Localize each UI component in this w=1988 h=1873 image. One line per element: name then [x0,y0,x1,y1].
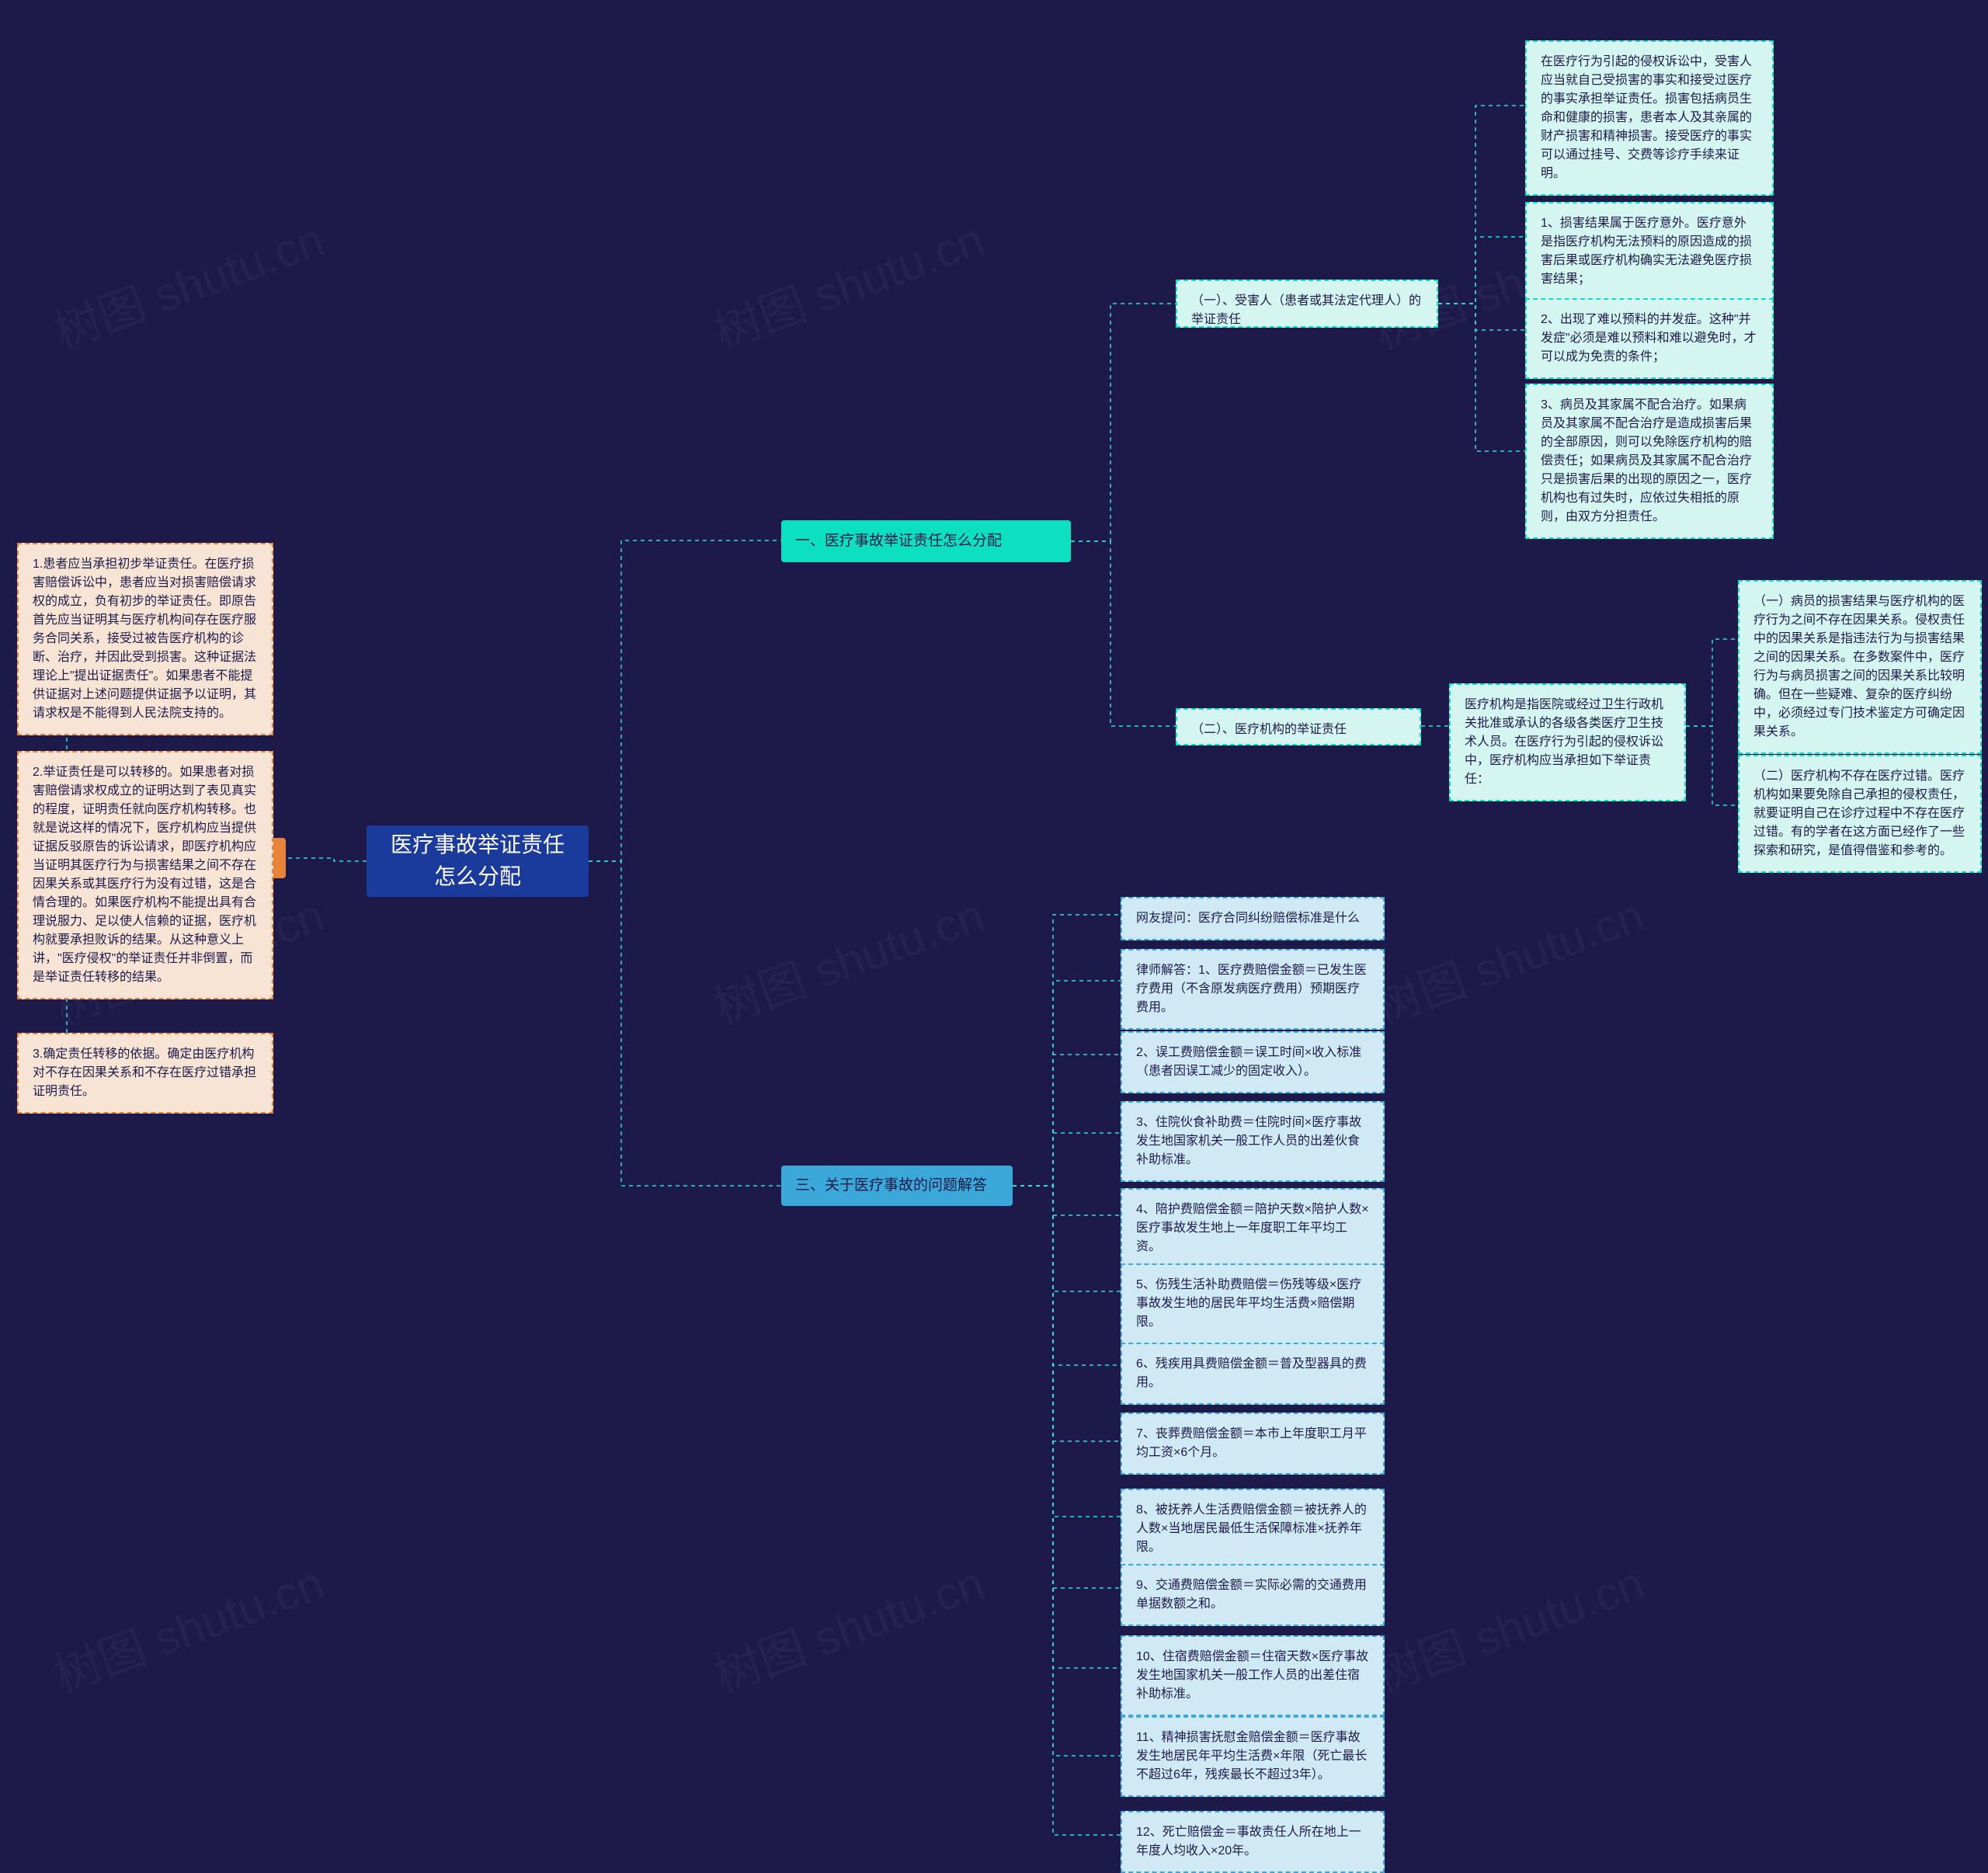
branch-1-child-1[interactable]: （一）、受害人（患者或其法定代理人）的举证责任 [1176,280,1438,328]
leaf-text: 律师解答：1、医疗费赔偿金额＝已发生医疗费用（不含原发病医疗费用）预期医疗费用。 [1136,961,1369,1017]
watermark: 树图 shutu.cn [1364,1545,1652,1705]
leaf-text: 3、病员及其家属不配合治疗。如果病员及其家属不配合治疗是造成损害后果的全部原因，… [1541,396,1758,526]
branch-1-child-1-leaf-2: 2、出现了难以预料的并发症。这种"并发症"必须是难以预料和难以避免时，才可以成为… [1525,298,1774,379]
branch-3-leaf-12: 12、死亡赔偿金＝事故责任人所在地上一年度人均收入×20年。 [1121,1811,1385,1873]
leaf-text: 医疗机构是指医院或经过卫生行政机关批准或承认的各级各类医疗卫生技术人员。在医疗行… [1465,696,1670,789]
leaf-text: 3.确定责任转移的依据。确定由医疗机构对不存在因果关系和不存在医疗过错承担证明责… [33,1045,258,1101]
branch-1-child-1-leaf-3: 3、病员及其家属不配合治疗。如果病员及其家属不配合治疗是造成损害后果的全部原因，… [1525,384,1774,539]
branch-1-child-2[interactable]: （二）、医疗机构的举证责任 [1176,708,1421,745]
branch-3-leaf-0: 网友提问：医疗合同纠纷赔偿标准是什么 [1121,897,1385,940]
branch-3-leaf-2: 2、误工费赔偿金额＝误工时间×收入标准（患者因误工减少的固定收入）。 [1121,1031,1385,1093]
leaf-text: 1.患者应当承担初步举证责任。在医疗损害赔偿诉讼中，患者应当对损害赔偿请求权的成… [33,555,258,723]
leaf-text: 网友提问：医疗合同纠纷赔偿标准是什么 [1136,909,1360,928]
branch-2-leaf-0: 1.患者应当承担初步举证责任。在医疗损害赔偿诉讼中，患者应当对损害赔偿请求权的成… [17,543,273,735]
branch-3-leaf-3: 3、住院伙食补助费＝住院时间×医疗事故发生地国家机关一般工作人员的出差伙食补助标… [1121,1101,1385,1182]
leaf-text: 1、损害结果属于医疗意外。医疗意外是指医疗机构无法预料的原因造成的损害后果或医疗… [1541,214,1758,289]
watermark: 树图 shutu.cn [43,1545,332,1705]
branch-3-leaf-7: 7、丧葬费赔偿金额＝本市上年度职工月平均工资×6个月。 [1121,1413,1385,1475]
branch-2-leaf-2: 3.确定责任转移的依据。确定由医疗机构对不存在因果关系和不存在医疗过错承担证明责… [17,1033,273,1114]
leaf-text: 在医疗行为引起的侵权诉讼中，受害人应当就自己受损害的事实和接受过医疗的事实承担举… [1541,53,1758,183]
branch-3[interactable]: 三、关于医疗事故的问题解答 [781,1166,1013,1206]
branch-1-child-2-label: （二）、医疗机构的举证责任 [1191,721,1347,739]
leaf-text: 10、住宿费赔偿金额＝住宿天数×医疗事故发生地国家机关一般工作人员的出差住宿补助… [1136,1648,1369,1704]
branch-1-child-1-leaf-0: 在医疗行为引起的侵权诉讼中，受害人应当就自己受损害的事实和接受过医疗的事实承担举… [1525,40,1774,196]
leaf-text: 3、住院伙食补助费＝住院时间×医疗事故发生地国家机关一般工作人员的出差伙食补助标… [1136,1114,1369,1169]
leaf-text: 7、丧葬费赔偿金额＝本市上年度职工月平均工资×6个月。 [1136,1425,1369,1462]
leaf-text: 2、误工费赔偿金额＝误工时间×收入标准（患者因误工减少的固定收入）。 [1136,1044,1369,1081]
leaf-text: 6、残疾用具费赔偿金额＝普及型器具的费用。 [1136,1355,1369,1392]
watermark: 树图 shutu.cn [704,877,992,1037]
leaf-text: 8、被抚养人生活费赔偿金额＝被抚养人的人数×当地居民最低生活保障标准×抚养年限。 [1136,1501,1369,1557]
watermark: 树图 shutu.cn [704,1545,992,1705]
branch-3-leaf-10: 10、住宿费赔偿金额＝住宿天数×医疗事故发生地国家机关一般工作人员的出差住宿补助… [1121,1635,1385,1716]
branch-3-leaf-6: 6、残疾用具费赔偿金额＝普及型器具的费用。 [1121,1343,1385,1405]
leaf-text: 9、交通费赔偿金额＝实际必需的交通费用单据数额之和。 [1136,1576,1369,1614]
leaf-text: 2.举证责任是可以转移的。如果患者对损害赔偿请求权成立的证明达到了表见真实的程度… [33,763,258,987]
branch-3-leaf-9: 9、交通费赔偿金额＝实际必需的交通费用单据数额之和。 [1121,1564,1385,1626]
watermark: 树图 shutu.cn [43,202,332,362]
root-label: 医疗事故举证责任怎么分配 [381,829,575,892]
watermark: 树图 shutu.cn [1364,877,1652,1037]
branch-3-label: 三、关于医疗事故的问题解答 [795,1175,987,1197]
leaf-text: （二）医疗机构不存在医疗过错。医疗机构如果要免除自己承担的侵权责任，就要证明自己… [1753,767,1966,860]
branch-1[interactable]: 一、医疗事故举证责任怎么分配 [781,520,1071,562]
branch-3-leaf-8: 8、被抚养人生活费赔偿金额＝被抚养人的人数×当地居民最低生活保障标准×抚养年限。 [1121,1489,1385,1569]
branch-1-child-2-leaf-1: （二）医疗机构不存在医疗过错。医疗机构如果要免除自己承担的侵权责任，就要证明自己… [1738,755,1982,873]
leaf-text: 12、死亡赔偿金＝事故责任人所在地上一年度人均收入×20年。 [1136,1823,1369,1861]
branch-1-child-1-label: （一）、受害人（患者或其法定代理人）的举证责任 [1191,292,1423,329]
branch-3-leaf-1: 律师解答：1、医疗费赔偿金额＝已发生医疗费用（不含原发病医疗费用）预期医疗费用。 [1121,949,1385,1030]
branch-3-leaf-4: 4、陪护费赔偿金额＝陪护天数×陪护人数×医疗事故发生地上一年度职工年平均工资。 [1121,1188,1385,1269]
leaf-text: 5、伤残生活补助费赔偿＝伤残等级×医疗事故发生地的居民年平均生活费×赔偿期限。 [1136,1276,1369,1332]
branch-1-child-2-leaf-0: （一）病员的损害结果与医疗机构的医疗行为之间不存在因果关系。侵权责任中的因果关系… [1738,580,1982,754]
branch-1-child-1-leaf-1: 1、损害结果属于医疗意外。医疗意外是指医疗机构无法预料的原因造成的损害后果或医疗… [1525,202,1774,301]
leaf-text: 2、出现了难以预料的并发症。这种"并发症"必须是难以预料和难以避免时，才可以成为… [1541,311,1758,367]
leaf-text: 4、陪护费赔偿金额＝陪护天数×陪护人数×医疗事故发生地上一年度职工年平均工资。 [1136,1201,1369,1256]
watermark: 树图 shutu.cn [704,202,992,362]
leaf-text: 11、精神损害抚慰金赔偿金额＝医疗事故发生地居民年平均生活费×年限（死亡最长不超… [1136,1729,1369,1784]
branch-1-label: 一、医疗事故举证责任怎么分配 [795,530,1002,552]
branch-3-leaf-11: 11、精神损害抚慰金赔偿金额＝医疗事故发生地居民年平均生活费×年限（死亡最长不超… [1121,1716,1385,1797]
root-node[interactable]: 医疗事故举证责任怎么分配 [367,825,589,897]
branch-1-child-2-desc: 医疗机构是指医院或经过卫生行政机关批准或承认的各级各类医疗卫生技术人员。在医疗行… [1449,683,1686,801]
branch-3-leaf-5: 5、伤残生活补助费赔偿＝伤残等级×医疗事故发生地的居民年平均生活费×赔偿期限。 [1121,1263,1385,1344]
leaf-text: （一）病员的损害结果与医疗机构的医疗行为之间不存在因果关系。侵权责任中的因果关系… [1753,592,1966,742]
branch-2-leaf-1: 2.举证责任是可以转移的。如果患者对损害赔偿请求权成立的证明达到了表见真实的程度… [17,751,273,999]
